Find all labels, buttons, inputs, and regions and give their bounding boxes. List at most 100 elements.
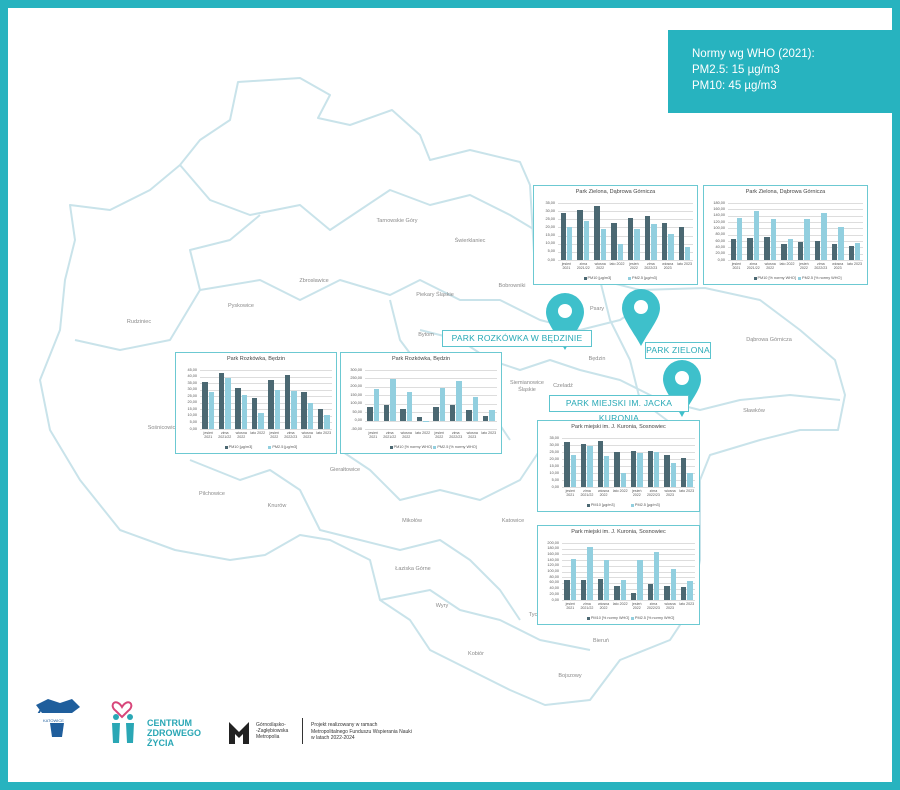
czz-line: CENTRUM	[147, 718, 192, 728]
x-tick-label: lato 2022	[609, 262, 625, 266]
note-line: Normy wg WHO (2021):	[692, 48, 815, 60]
bar	[583, 220, 590, 260]
bar	[489, 410, 495, 421]
czz-text: CENTRUM ZDROWEGO ŻYCIA	[147, 718, 201, 748]
grid-line	[200, 396, 332, 397]
chart: Park miejski im. J. Kuronia, Sosnowiec 0,…	[537, 525, 700, 625]
chart-title: Park Zielona, Dąbrowa Górnicza	[575, 189, 656, 195]
bar	[566, 227, 573, 260]
bar	[630, 592, 637, 600]
awf-city: KATOWICE	[43, 718, 64, 723]
town-label: Bojszowy	[558, 673, 582, 679]
bar	[831, 244, 838, 260]
town-label: Świerklaniec	[454, 238, 486, 244]
y-tick-label: 140,00	[713, 213, 725, 218]
grid-line	[728, 241, 863, 242]
town-label: Dąbrowa Górnicza	[746, 337, 792, 343]
bar	[614, 585, 620, 600]
chart: Park Rozkówka, Będzin 0,00 5,00 10,00 15,00 2…	[175, 352, 337, 454]
bar	[235, 388, 241, 429]
grid-line	[562, 459, 695, 460]
y-tick-label: 30,00	[549, 442, 559, 447]
y-tick-label: 140,00	[547, 557, 559, 562]
bar	[653, 452, 660, 487]
bar	[301, 392, 307, 429]
y-tick-label: 10,00	[549, 470, 559, 475]
bar	[577, 209, 583, 260]
bar	[685, 246, 691, 260]
grid-line	[562, 600, 695, 601]
bar	[291, 390, 297, 429]
x-tick-label: jesień 2021	[565, 602, 575, 611]
legend-swatch	[586, 504, 590, 507]
y-tick-label: 5,00	[551, 477, 559, 482]
bar	[838, 226, 844, 260]
y-tick-label: 0,00	[551, 484, 559, 489]
map-border	[379, 589, 591, 651]
bar	[367, 407, 373, 421]
gzm-line: -Zagłębiowska	[256, 728, 289, 734]
bar	[225, 377, 231, 429]
bar	[268, 380, 274, 429]
x-tick-label: lato 2023	[677, 262, 692, 266]
town-label: Czeladź	[553, 383, 573, 389]
grid-line	[562, 554, 695, 555]
bar	[680, 457, 687, 487]
note-line: PM2.5: 15 µg/m3	[692, 64, 780, 76]
grid-line	[365, 395, 497, 396]
bar	[597, 440, 604, 487]
grid-line	[558, 211, 693, 212]
x-tick-label: wiosna 2023	[662, 262, 674, 271]
x-tick-label: lato 2022	[612, 602, 628, 606]
y-tick-label: 80,00	[715, 232, 725, 237]
bar	[324, 414, 330, 429]
bar	[787, 238, 793, 260]
bar	[804, 219, 810, 260]
x-tick-label: wiosna 2023	[466, 431, 478, 440]
town-label: Gierałtowice	[329, 467, 361, 473]
legend-swatch	[628, 277, 632, 280]
x-tick-label: wiosna 2022	[400, 431, 412, 440]
y-tick-label: 0,00	[717, 257, 725, 262]
bar	[564, 442, 570, 487]
bar	[651, 224, 657, 260]
x-tick-label: jesień 2022	[799, 262, 809, 271]
legend-label: PM2.5 [% normy WHO]	[802, 276, 842, 280]
y-tick-label: 40,00	[187, 374, 197, 379]
bar	[736, 218, 743, 260]
grid-line	[365, 370, 497, 371]
grid-line	[562, 480, 695, 481]
x-tick-label: zima 2022/23	[644, 262, 658, 271]
grid-line	[728, 203, 863, 204]
legend-swatch	[753, 277, 757, 280]
bar	[770, 219, 777, 260]
y-tick-label: 20,00	[549, 591, 559, 596]
y-tick-label: 15,00	[187, 406, 197, 411]
x-tick-label: lato 2023	[847, 262, 862, 266]
place-label: PARK ZIELONA	[645, 342, 711, 359]
grid-line	[728, 247, 863, 248]
grid-line	[365, 412, 497, 413]
project-line: Metropolitalnego Funduszu Wspierania Nau…	[311, 728, 412, 735]
bar	[581, 443, 587, 487]
legend-swatch	[630, 617, 634, 620]
y-tick-label: 20,00	[549, 456, 559, 461]
pin-dot	[558, 304, 572, 318]
grid-line	[728, 215, 863, 217]
bar	[637, 560, 643, 600]
grid-line	[365, 403, 497, 405]
bar	[764, 236, 770, 260]
grid-line	[200, 422, 332, 423]
bar	[644, 216, 651, 260]
bar	[564, 580, 570, 600]
x-tick-label: zima 2021/22	[383, 431, 397, 440]
x-tick-label: wiosna 2023	[664, 602, 676, 611]
grid-line	[558, 219, 693, 220]
y-tick-label: 40,00	[549, 586, 559, 591]
grid-line	[728, 260, 863, 261]
grid-line	[558, 235, 693, 237]
bar	[439, 387, 446, 421]
bar	[251, 397, 258, 429]
legend-swatch	[268, 446, 272, 449]
grid-line	[562, 473, 695, 474]
